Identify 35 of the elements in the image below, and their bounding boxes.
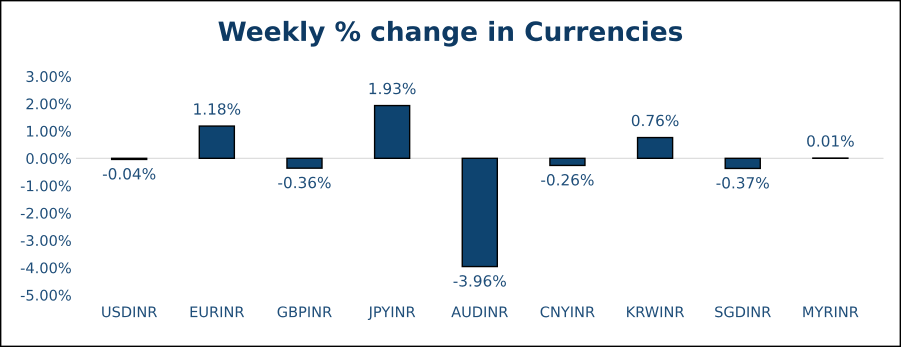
data-label: -0.36% <box>278 176 331 188</box>
y-tick-label: -2.00% <box>20 208 71 219</box>
y-tick-label: 2.00% <box>26 98 71 110</box>
y-tick-label: -3.00% <box>20 235 71 246</box>
y-tick-label: 0.00% <box>26 153 71 164</box>
chart-title: Weekly % change in Currencies <box>218 20 682 47</box>
data-label: -3.96% <box>454 275 506 287</box>
y-tick-label: 1.00% <box>27 126 71 137</box>
x-tick-label: EURINR <box>190 306 244 318</box>
x-tick-label: MYRINR <box>803 306 858 318</box>
y-tick-label: -4.00% <box>20 262 71 274</box>
x-tick-label: GBPINR <box>278 306 332 318</box>
x-tick-label: CNYINR <box>540 306 595 318</box>
x-tick-label: JPYINR <box>368 306 416 320</box>
data-label: 0.76% <box>632 114 679 126</box>
bar <box>636 136 674 160</box>
bar <box>724 158 761 170</box>
y-tick-label: 3.00% <box>26 71 71 82</box>
data-label: 0.01% <box>807 135 854 147</box>
y-tick-label: -5.00% <box>20 290 71 301</box>
bar <box>374 104 410 160</box>
data-label: 1.93% <box>370 82 416 94</box>
x-tick-label: AUDINR <box>451 306 508 318</box>
data-label: -0.26% <box>541 174 594 186</box>
x-tick-label: USDINR <box>102 306 158 318</box>
data-label: -0.04% <box>102 168 156 180</box>
bar <box>462 158 498 268</box>
x-tick-label: SGDINR <box>715 306 771 318</box>
data-label: -0.37% <box>716 177 769 189</box>
y-tick-label: -1.00% <box>20 180 71 192</box>
data-label: 1.18% <box>194 103 240 115</box>
bar <box>549 158 586 166</box>
bar <box>198 125 236 160</box>
bar <box>286 158 323 169</box>
x-tick-label: KRWINR <box>627 306 684 318</box>
